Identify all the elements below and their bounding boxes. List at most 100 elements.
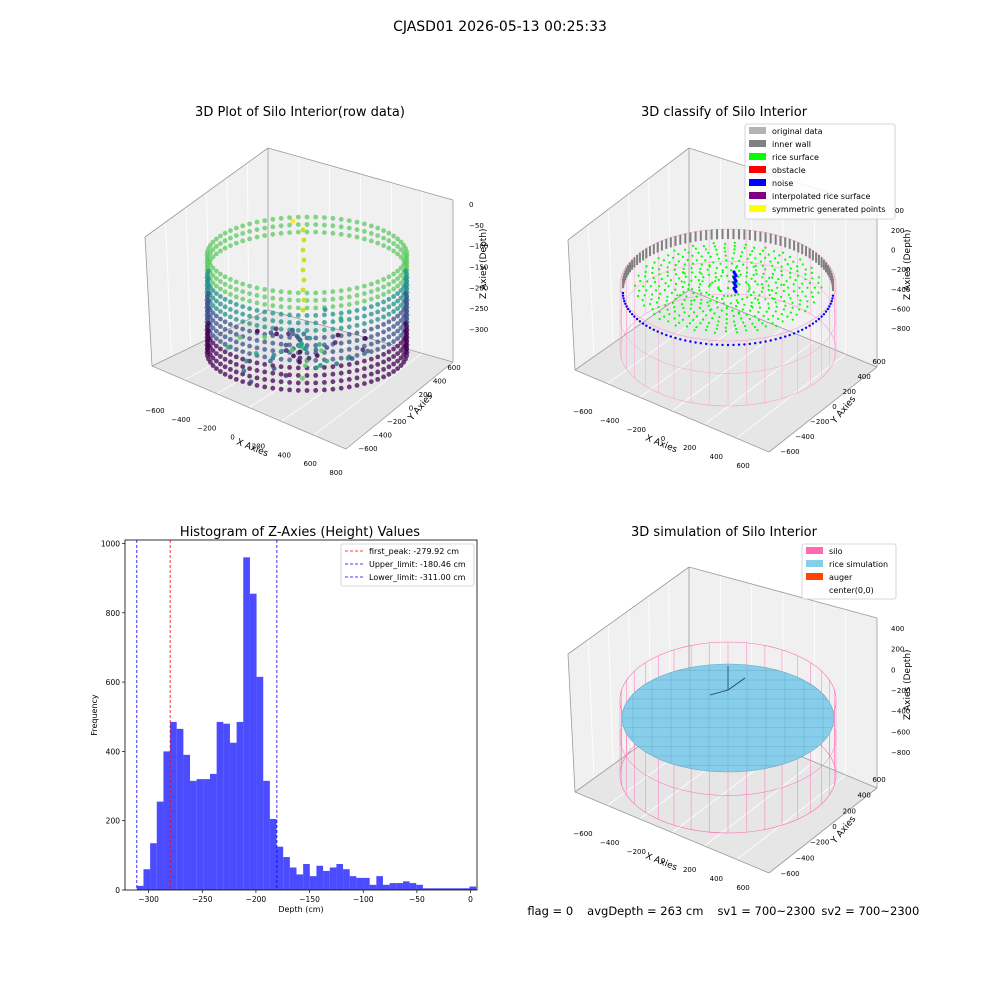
inner-wall-point bbox=[808, 248, 811, 259]
rice-surface-point bbox=[801, 290, 804, 293]
histogram-bar bbox=[382, 884, 390, 890]
rice-surface-point bbox=[684, 275, 688, 278]
inner-wall-point bbox=[727, 229, 729, 239]
raw-data-point bbox=[228, 307, 233, 312]
rice-surface-point bbox=[694, 247, 698, 250]
raw-data-point bbox=[270, 340, 276, 346]
rice-surface-point bbox=[784, 304, 787, 307]
rice-surface-point bbox=[722, 294, 726, 297]
raw-plot-y-tick-label: 600 bbox=[447, 364, 460, 372]
raw-data-point bbox=[398, 340, 404, 346]
rice-surface-point bbox=[699, 302, 702, 305]
raw-data-point bbox=[262, 287, 268, 292]
rice-surface-point bbox=[747, 290, 750, 293]
raw-data-point bbox=[362, 283, 367, 289]
raw-data-point bbox=[338, 363, 344, 369]
figure-suptitle: CJASD01 2026-05-13 00:25:33 bbox=[393, 19, 607, 35]
histogram-bar bbox=[462, 888, 470, 890]
classify-plot-grid-line bbox=[607, 302, 721, 384]
histogram-bars bbox=[136, 557, 477, 890]
inner-wall-point bbox=[822, 259, 825, 270]
rice-surface-point bbox=[690, 299, 693, 302]
rice-surface-point bbox=[700, 263, 703, 266]
raw-data-point bbox=[240, 311, 246, 317]
raw-data-point bbox=[262, 347, 268, 352]
raw-data-point bbox=[254, 328, 260, 334]
raw-data-point bbox=[368, 231, 374, 236]
raw-data-point bbox=[228, 299, 233, 305]
rice-surface-point bbox=[754, 269, 758, 272]
raw-data-point bbox=[278, 215, 284, 221]
raw-data-point bbox=[210, 325, 216, 331]
raw-data-point bbox=[404, 264, 409, 270]
rice-surface-point bbox=[775, 324, 778, 327]
rice-surface-point bbox=[690, 288, 694, 291]
rice-surface-point bbox=[715, 301, 718, 304]
raw-data-point bbox=[346, 384, 352, 390]
noise-point bbox=[743, 343, 746, 346]
raw-data-point bbox=[278, 230, 284, 236]
rice-surface-point bbox=[732, 314, 735, 318]
rice-surface-point bbox=[687, 251, 690, 254]
noise-point bbox=[822, 313, 826, 316]
raw-data-point bbox=[314, 353, 320, 358]
classify-plot-x-tick-label: 0 bbox=[661, 435, 665, 443]
raw-data-point bbox=[322, 297, 327, 303]
raw-data-point bbox=[222, 289, 228, 295]
raw-data-point bbox=[283, 373, 289, 378]
raw-data-point bbox=[233, 279, 239, 285]
rice-surface-point bbox=[771, 272, 775, 275]
raw-plot-grid-line bbox=[248, 335, 361, 408]
raw-data-point bbox=[214, 268, 219, 274]
raw-data-point bbox=[295, 222, 301, 228]
rice-surface-point bbox=[761, 264, 764, 267]
rice-surface-point bbox=[804, 295, 807, 298]
raw-data-point bbox=[270, 370, 276, 376]
raw-data-point bbox=[346, 377, 352, 382]
raw-plot-points bbox=[204, 214, 410, 393]
histogram-y-tick-label: 1000 bbox=[101, 539, 120, 548]
inner-wall-point bbox=[779, 236, 782, 246]
status-line: flag = 0 avgDepth = 263 cm sv1 = 700~2300 s… bbox=[520, 890, 933, 918]
simulation-plot-grid-line bbox=[704, 761, 815, 847]
raw-data-point bbox=[228, 243, 233, 249]
raw-data-point bbox=[375, 294, 381, 300]
rice-surface-point bbox=[643, 304, 646, 307]
rice-surface-point bbox=[761, 322, 764, 325]
raw-data-point bbox=[330, 349, 336, 355]
rice-surface-point bbox=[758, 306, 762, 309]
raw-data-point bbox=[210, 239, 216, 245]
raw-data-point bbox=[295, 365, 301, 371]
raw-plot-z-tick-label: −200 bbox=[469, 284, 488, 292]
histogram-bar bbox=[183, 754, 191, 890]
rice-surface-point bbox=[690, 279, 693, 282]
rice-surface-point bbox=[725, 313, 728, 316]
rice-surface-point bbox=[707, 321, 711, 325]
histogram-bar bbox=[170, 721, 177, 890]
raw-data-point bbox=[295, 290, 301, 296]
simulation-legend-frame bbox=[801, 543, 897, 600]
raw-3d-plot: 3D Plot of Silo Interior(row data) −600−… bbox=[144, 105, 489, 477]
raw-data-point bbox=[214, 358, 219, 364]
raw-data-point bbox=[338, 355, 344, 361]
rice-surface-point bbox=[733, 241, 736, 244]
rice-surface-point bbox=[771, 314, 775, 317]
raw-data-point bbox=[395, 306, 400, 311]
rice-surface-point bbox=[674, 273, 678, 276]
raw-data-point bbox=[214, 306, 219, 311]
noise-point bbox=[669, 335, 672, 338]
rice-surface-point bbox=[750, 301, 753, 304]
raw-data-point bbox=[210, 295, 216, 301]
rice-surface-point bbox=[677, 260, 680, 263]
classify-plot-grid-line bbox=[639, 315, 752, 398]
rice-surface-point bbox=[715, 327, 719, 330]
raw-data-point bbox=[354, 234, 360, 240]
histogram-x-tick-label: −100 bbox=[353, 895, 374, 904]
histogram-x-tick-label: −200 bbox=[246, 895, 267, 904]
rice-surface-point bbox=[756, 329, 759, 332]
inner-wall-point bbox=[774, 234, 777, 245]
rice-surface-point bbox=[677, 253, 680, 256]
rice-surface-point bbox=[698, 286, 701, 289]
